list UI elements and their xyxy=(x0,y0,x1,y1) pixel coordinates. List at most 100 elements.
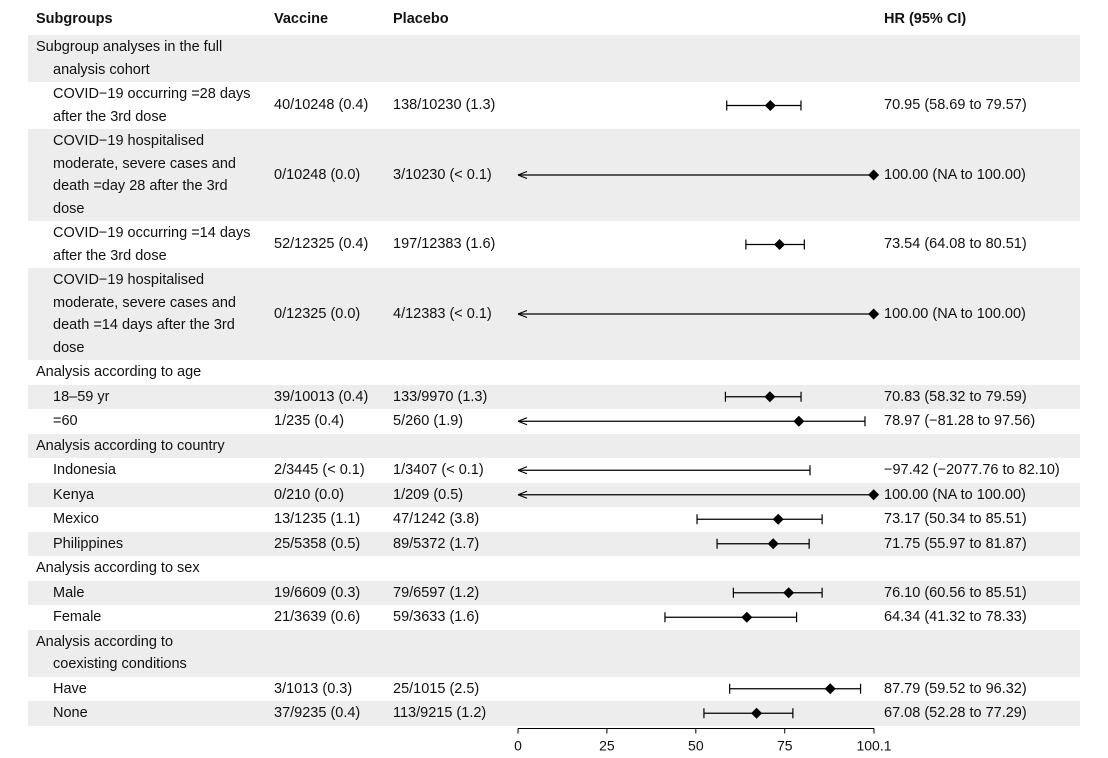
subgroup-label: Have xyxy=(53,680,87,697)
hr-point-marker xyxy=(764,391,776,403)
vaccine-value: 0/10248 (0.0) xyxy=(274,166,361,183)
placebo-value: 1/209 (0.5) xyxy=(393,486,464,503)
vaccine-value: 2/3445 (< 0.1) xyxy=(274,462,365,478)
hr-ci-value: 73.17 (50.34 to 85.51) xyxy=(884,511,1027,527)
subgroup-label: =60 xyxy=(53,413,78,429)
vaccine-value: 3/1013 (0.3) xyxy=(274,680,353,697)
subgroup-label: after the 3rd dose xyxy=(53,247,167,264)
hr-ci-value: 100.00 (NA to 100.00) xyxy=(884,305,1026,322)
ci-arrow-left xyxy=(517,466,528,475)
hr-point-marker xyxy=(868,308,880,320)
hr-point-marker xyxy=(868,169,880,181)
hr-point-marker xyxy=(767,538,779,550)
vaccine-value: 37/9235 (0.4) xyxy=(274,705,361,721)
subgroup-label: moderate, severe cases and xyxy=(53,294,236,311)
header-placebo: Placebo xyxy=(393,11,449,27)
subgroup-label: after the 3rd dose xyxy=(53,108,167,125)
subgroup-header-label: Analysis according to xyxy=(36,633,174,650)
subgroup-header-label: Analysis according to country xyxy=(36,437,225,454)
placebo-value: 4/12383 (< 0.1) xyxy=(393,305,492,322)
subgroup-header-label: Analysis according to age xyxy=(36,364,202,380)
subgroup-header-label: Subgroup analyses in the full xyxy=(36,39,223,55)
hr-ci-value: 64.34 (41.32 to 78.33) xyxy=(884,609,1027,625)
subgroup-label: Kenya xyxy=(53,486,95,503)
placebo-value: 138/10230 (1.3) xyxy=(393,97,496,114)
row-band xyxy=(28,629,1080,677)
subgroup-label: COVID−19 hospitalised xyxy=(53,133,205,149)
row-band xyxy=(28,35,1080,82)
hr-point-marker xyxy=(772,513,784,525)
placebo-value: 113/9215 (1.2) xyxy=(393,705,487,721)
ci-arrow-left xyxy=(517,417,528,426)
hr-point-marker xyxy=(751,707,763,719)
header-vaccine: Vaccine xyxy=(274,11,329,27)
placebo-value: 79/6597 (1.2) xyxy=(393,584,480,601)
subgroup-header-label: analysis cohort xyxy=(53,61,150,78)
subgroup-label: COVID−19 occurring =28 days xyxy=(53,86,251,102)
hr-point-marker xyxy=(824,683,836,695)
row-band xyxy=(28,580,1080,605)
hr-ci-value: 76.10 (60.56 to 85.51) xyxy=(884,584,1027,601)
x-tick-label: 25 xyxy=(599,738,615,754)
hr-ci-value: 70.83 (58.32 to 79.59) xyxy=(884,388,1027,405)
vaccine-value: 21/3639 (0.6) xyxy=(274,609,361,625)
hr-point-marker xyxy=(741,611,753,623)
row-band xyxy=(28,701,1080,726)
hr-ci-value: 78.97 (−81.28 to 97.56) xyxy=(884,413,1036,429)
placebo-value: 5/260 (1.9) xyxy=(393,413,464,429)
placebo-value: 1/3407 (< 0.1) xyxy=(393,462,484,478)
vaccine-value: 40/10248 (0.4) xyxy=(274,97,369,114)
placebo-value: 3/10230 (< 0.1) xyxy=(393,166,492,183)
subgroup-label: dose xyxy=(53,339,85,356)
hr-point-marker xyxy=(793,415,805,427)
header-hr: HR (95% CI) xyxy=(884,11,967,27)
placebo-value: 47/1242 (3.8) xyxy=(393,511,480,527)
subgroup-label: 18–59 yr xyxy=(53,388,110,405)
subgroup-label: moderate, severe cases and xyxy=(53,155,236,172)
x-tick-label: 100.1 xyxy=(856,738,891,754)
placebo-value: 197/12383 (1.6) xyxy=(393,236,496,253)
subgroup-label: death =day 28 after the 3rd xyxy=(53,178,228,194)
hr-ci-value: 67.08 (52.28 to 77.29) xyxy=(884,705,1027,721)
subgroup-label: None xyxy=(53,705,88,721)
subgroup-label: dose xyxy=(53,200,85,217)
ci-arrow-left xyxy=(517,170,528,180)
row-band xyxy=(28,531,1080,556)
x-tick-label: 75 xyxy=(777,738,793,754)
ci-arrow-left xyxy=(517,309,528,319)
subgroup-label: COVID−19 hospitalised xyxy=(53,272,205,288)
subgroup-header-label: coexisting conditions xyxy=(53,656,187,672)
row-band xyxy=(28,384,1080,409)
vaccine-value: 52/12325 (0.4) xyxy=(274,236,369,253)
hr-ci-value: 71.75 (55.97 to 81.87) xyxy=(884,535,1027,552)
vaccine-value: 19/6609 (0.3) xyxy=(274,584,361,601)
hr-point-marker xyxy=(783,587,795,599)
hr-ci-value: −97.42 (−2077.76 to 82.10) xyxy=(884,462,1060,478)
vaccine-value: 0/210 (0.0) xyxy=(274,486,345,503)
subgroup-label: Male xyxy=(53,584,85,601)
hr-point-marker xyxy=(764,100,776,111)
vaccine-value: 25/5358 (0.5) xyxy=(274,535,361,552)
hr-ci-value: 87.79 (59.52 to 96.32) xyxy=(884,680,1027,697)
hr-ci-value: 100.00 (NA to 100.00) xyxy=(884,166,1026,183)
subgroup-label: Indonesia xyxy=(53,462,116,478)
ci-arrow-left xyxy=(517,490,528,499)
vaccine-value: 1/235 (0.4) xyxy=(274,413,345,429)
subgroup-label: COVID−19 occurring =14 days xyxy=(53,225,251,241)
subgroup-label: death =14 days after the 3rd xyxy=(53,317,235,333)
vaccine-value: 39/10013 (0.4) xyxy=(274,388,369,405)
placebo-value: 59/3633 (1.6) xyxy=(393,609,480,625)
hr-ci-value: 100.00 (NA to 100.00) xyxy=(884,486,1026,503)
vaccine-value: 0/12325 (0.0) xyxy=(274,305,361,322)
placebo-value: 89/5372 (1.7) xyxy=(393,535,480,552)
subgroup-label: Philippines xyxy=(53,535,124,552)
x-tick-label: 0 xyxy=(514,738,522,754)
vaccine-value: 13/1235 (1.1) xyxy=(274,511,361,527)
hr-point-marker xyxy=(774,239,786,250)
hr-ci-value: 70.95 (58.69 to 79.57) xyxy=(884,97,1027,114)
hr-point-marker xyxy=(868,489,880,501)
header-subgroups: Subgroups xyxy=(36,11,113,27)
placebo-value: 25/1015 (2.5) xyxy=(393,680,480,697)
subgroup-label: Female xyxy=(53,609,102,625)
